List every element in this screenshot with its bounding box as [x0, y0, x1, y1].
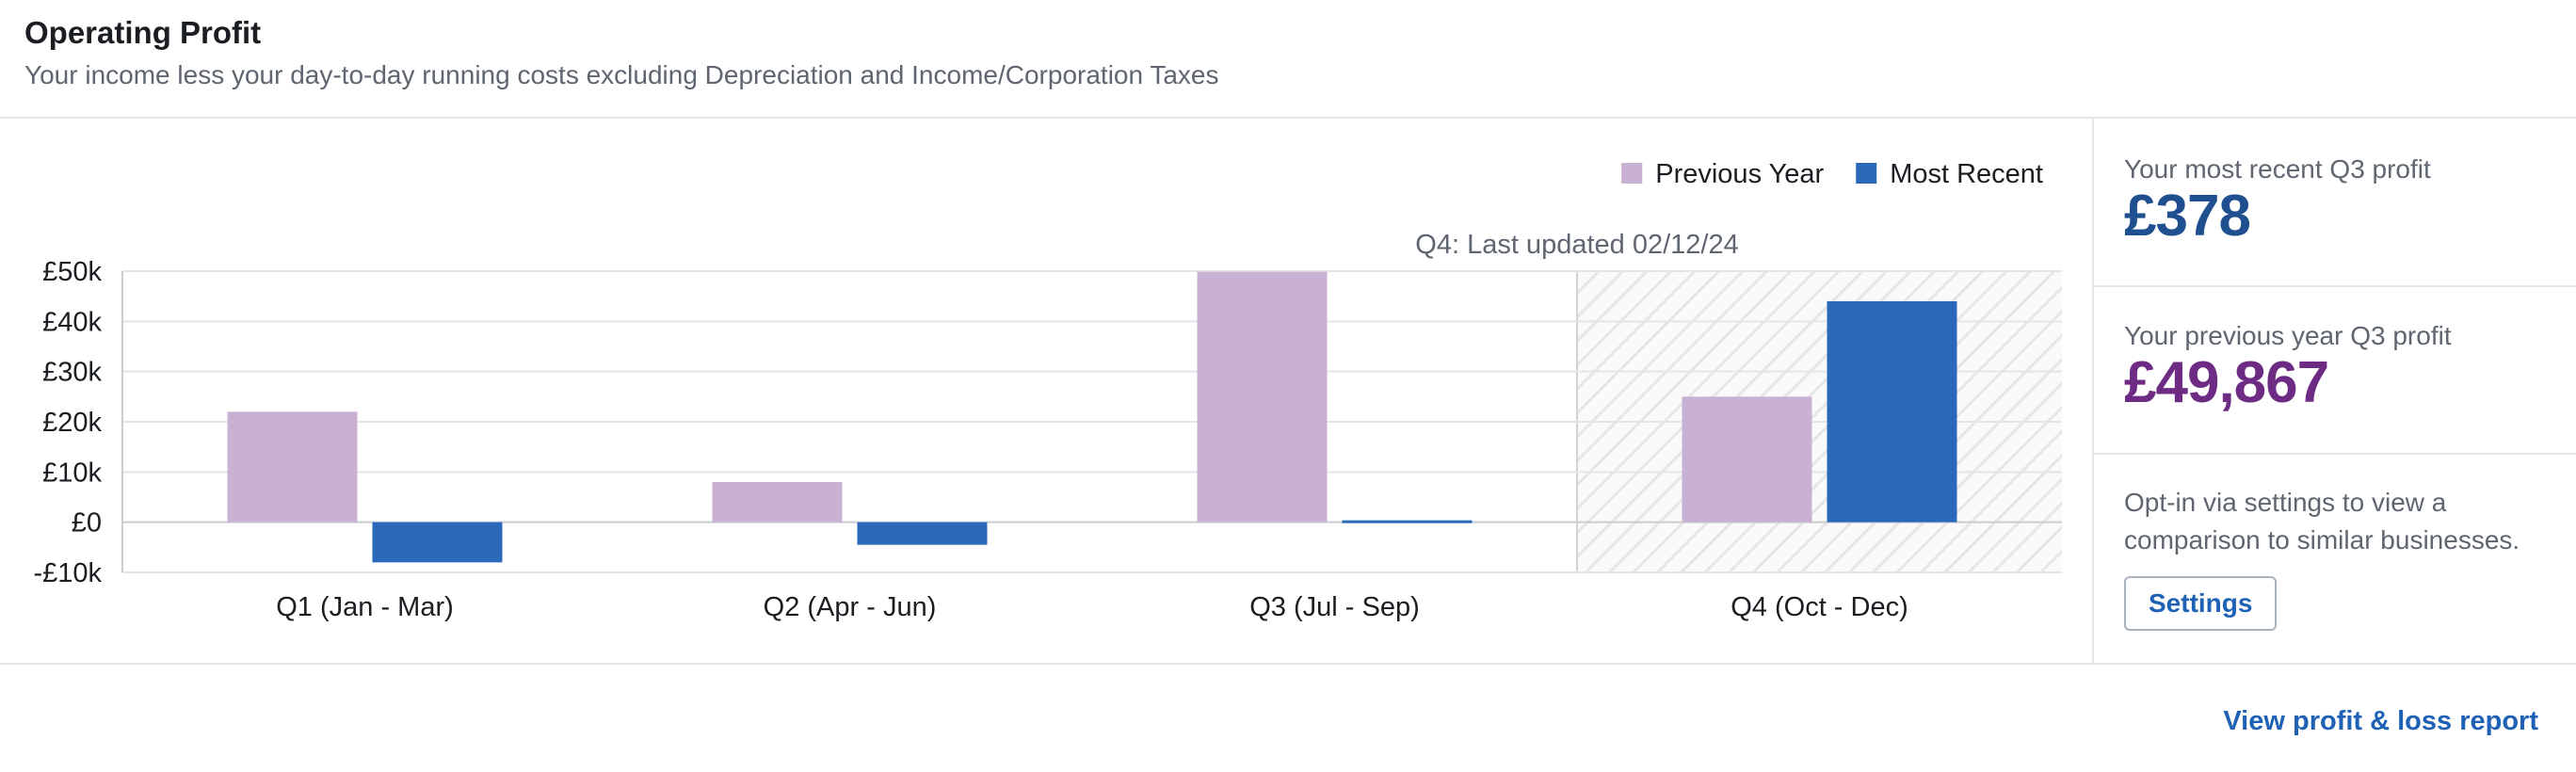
optin-text: Opt-in via settings to view a comparison…	[2124, 488, 2520, 555]
x-tick-label: Q1 (Jan - Mar)	[276, 592, 454, 622]
view-profit-loss-report-link[interactable]: View profit & loss report	[2223, 706, 2538, 736]
x-tick-label: Q4 (Oct - Dec)	[1731, 592, 1908, 622]
recent-profit-value: £378	[2124, 184, 2251, 249]
y-tick-label: -£10k	[33, 558, 102, 588]
legend-swatch	[1621, 163, 1643, 184]
y-tick-label: £30k	[42, 358, 102, 388]
recent-profit-stat: Your most recent Q3 profit £378	[2094, 119, 2576, 287]
bar-most-recent	[1342, 520, 1473, 523]
bar-most-recent	[857, 522, 988, 545]
y-tick-label: £0	[72, 508, 102, 539]
y-tick-label: £40k	[42, 307, 102, 337]
chart-area: £50k £40k £30k £20k £10k £0 -£10k Q1 (Jan - Mar…	[0, 119, 2092, 663]
footer-divider	[0, 663, 2576, 665]
recent-profit-label: Your most recent Q3 profit	[2124, 154, 2431, 184]
y-tick-label: £20k	[42, 408, 102, 438]
settings-button[interactable]: Settings	[2124, 576, 2278, 631]
operating-profit-chart: £50k £40k £30k £20k £10k £0 -£10k Q1 (Jan - Mar…	[33, 159, 2062, 622]
y-tick-label: £10k	[42, 458, 102, 488]
bar-previous-year	[227, 411, 358, 523]
legend-swatch	[1856, 163, 1877, 184]
bar-most-recent	[372, 522, 503, 563]
card-header: Operating Profit Your income less your d…	[0, 0, 2576, 119]
y-tick-label: £50k	[42, 257, 102, 287]
annotation-text: Q4: Last updated 02/12/24	[1415, 230, 1738, 260]
bar-previous-year	[712, 482, 843, 523]
summary-panel: Your most recent Q3 profit £378 Your pre…	[2092, 119, 2576, 663]
legend-label: Most Recent	[1890, 159, 2043, 189]
bar-most-recent	[1827, 301, 1957, 523]
x-tick-label: Q3 (Jul - Sep)	[1249, 592, 1420, 622]
previous-profit-value: £49,867	[2124, 350, 2329, 415]
annotation-background	[1398, 218, 1756, 265]
bar-previous-year	[1682, 396, 1812, 523]
legend-label: Previous Year	[1655, 159, 1824, 189]
previous-profit-label: Your previous year Q3 profit	[2124, 321, 2452, 350]
previous-profit-stat: Your previous year Q3 profit £49,867	[2094, 287, 2576, 455]
x-tick-label: Q2 (Apr - Jun)	[764, 592, 937, 622]
card-title: Operating Profit	[24, 15, 262, 50]
bar-previous-year	[1197, 271, 1328, 523]
card-subtitle: Your income less your day-to-day running…	[24, 60, 1219, 89]
